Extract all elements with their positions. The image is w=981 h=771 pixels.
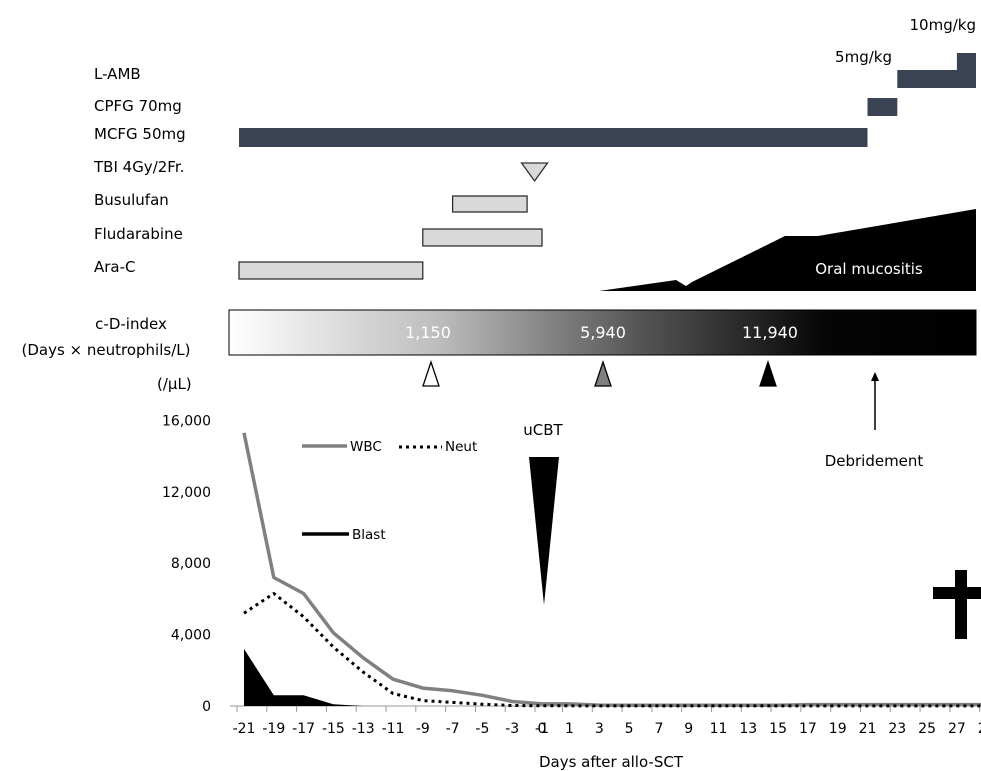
- y-unit-label: (/μL): [157, 375, 192, 393]
- x-tick-label: 3: [595, 721, 604, 737]
- x-axis-title: Days after allo-SCT: [539, 753, 684, 771]
- bar-fludarabine: [422, 228, 543, 247]
- x-tick-label: 29: [978, 721, 981, 737]
- x-tick-label: 11: [710, 721, 728, 737]
- x-tick-label: 1: [565, 721, 574, 737]
- row-label-lamb: L-AMB: [94, 65, 141, 83]
- cd-marker-black-triangle: [759, 359, 777, 387]
- row-label-cpfg: CPFG 70mg: [94, 97, 182, 115]
- x-tick-label: -7: [446, 721, 460, 737]
- legend-blast-label: Blast: [352, 527, 386, 543]
- x-tick-label: 23: [888, 721, 906, 737]
- cd-index-value-2: 5,940: [580, 323, 626, 342]
- dose-label-5mg: 5mg/kg: [835, 48, 892, 66]
- cd-marker-gray-triangle: [594, 359, 612, 387]
- x-tick-label: -9: [416, 721, 430, 737]
- x-tick-label: -5: [475, 721, 489, 737]
- x-tick-label: -11: [382, 721, 405, 737]
- legend-neut-label: Neut: [445, 439, 477, 455]
- cd-index-title: c-D-index: [95, 315, 167, 333]
- bar-arac: [238, 261, 424, 280]
- x-tick-label: -19: [262, 721, 285, 737]
- cd-index-subtitle: (Days × neutrophils/L): [22, 341, 191, 359]
- bar-cpfg: [867, 98, 898, 116]
- x-axis: -21 -19 -17 -15 -13 -11 -9 -7 -5 -3 -10 1 3 5 7 9 11 13 15…: [233, 706, 981, 737]
- ucbt-label: uCBT: [523, 421, 563, 439]
- y-tick-label: 12,000: [162, 485, 211, 501]
- row-label-busulufan: Busulufan: [94, 191, 169, 209]
- x-tick-label: 25: [918, 721, 936, 737]
- x-tick-label: -15: [322, 721, 345, 737]
- row-label-arac: Ara-C: [94, 258, 136, 276]
- series-blast-area: [244, 648, 981, 706]
- x-tick-label: 0: [538, 721, 547, 737]
- x-tick-label: 9: [684, 721, 693, 737]
- x-tick-label: 5: [625, 721, 634, 737]
- x-tick-label: 15: [769, 721, 787, 737]
- series-wbc-line: [242, 432, 981, 708]
- legend-wbc-label: WBC: [350, 439, 382, 455]
- row-label-fludarabine: Fludarabine: [94, 225, 183, 243]
- x-tick-label: 7: [654, 721, 663, 737]
- ucbt-wedge: [529, 457, 559, 605]
- row-label-tbi: TBI 4Gy/2Fr.: [93, 158, 184, 176]
- x-tick-label: 21: [859, 721, 877, 737]
- tbi-marker-triangle: [520, 162, 549, 183]
- cd-index-value-3: 11,940: [742, 323, 798, 342]
- x-tick-label: -1: [535, 721, 549, 737]
- row-label-mcfg: MCFG 50mg: [94, 125, 186, 143]
- x-tick-label: -3: [505, 721, 519, 737]
- x-tick-label: -17: [292, 721, 315, 737]
- cd-index-gradient-bar: [228, 309, 977, 356]
- y-tick-label: 16,000: [162, 413, 211, 429]
- bar-lamb-10mg: [956, 53, 976, 70]
- x-tick-label: 13: [739, 721, 757, 737]
- debridement-arrowhead: [871, 372, 879, 381]
- death-cross-icon: [933, 570, 981, 639]
- cd-marker-white-triangle: [422, 359, 440, 387]
- regimen-bars: [238, 53, 976, 280]
- debridement-label: Debridement: [825, 452, 924, 470]
- oral-mucositis-area: [599, 209, 976, 291]
- x-tick-label: 17: [799, 721, 817, 737]
- dose-label-10mg: 10mg/kg: [910, 16, 976, 34]
- x-tick-label: -21: [233, 721, 256, 737]
- x-tick-label: 27: [948, 721, 966, 737]
- y-tick-label: 4,000: [171, 628, 211, 644]
- bar-lamb-5mg: [897, 70, 976, 88]
- plot-series: [242, 432, 981, 708]
- oral-mucositis-label: Oral mucositis: [815, 260, 923, 278]
- x-tick-label: -13: [352, 721, 375, 737]
- series-neut-line: [243, 592, 981, 708]
- y-tick-label: 8,000: [171, 556, 211, 572]
- x-tick-label: 19: [829, 721, 847, 737]
- bar-mcfg: [239, 128, 868, 147]
- y-tick-label: 0: [202, 699, 211, 715]
- legend: WBC Neut Blast: [302, 439, 477, 543]
- regimen-labels: L-AMB CPFG 70mg MCFG 50mg TBI 4Gy/2Fr. B…: [93, 65, 186, 276]
- cd-index-value-1: 1,150: [405, 323, 451, 342]
- bar-busulufan: [452, 195, 528, 213]
